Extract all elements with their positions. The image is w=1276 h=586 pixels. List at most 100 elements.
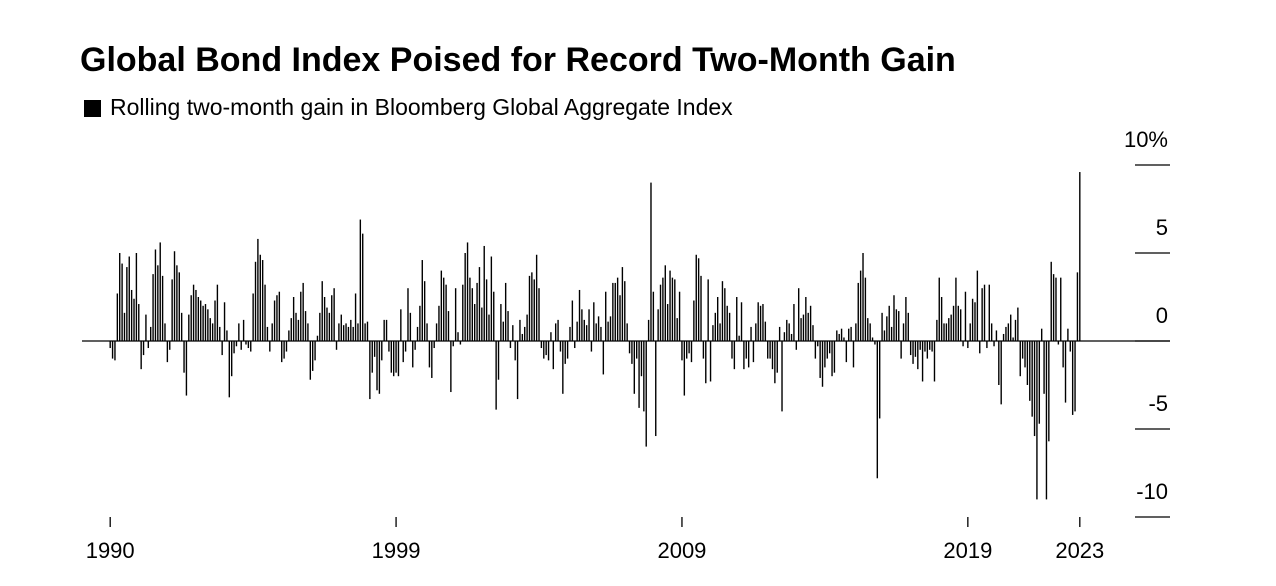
bar: [824, 341, 826, 368]
bar: [574, 341, 576, 349]
bar: [409, 312, 412, 341]
bar: [464, 253, 466, 341]
bar: [921, 341, 924, 382]
bar: [809, 305, 812, 341]
bar: [855, 323, 857, 341]
bar: [533, 279, 535, 341]
bar: [316, 335, 319, 341]
bar: [909, 341, 912, 356]
bar: [335, 341, 338, 350]
bar: [948, 318, 950, 341]
bar: [1036, 341, 1038, 500]
bar: [481, 307, 483, 341]
bar: [917, 341, 919, 370]
bar: [1062, 341, 1064, 368]
bar: [297, 319, 300, 341]
bar: [281, 341, 283, 363]
bar: [1045, 341, 1048, 500]
bar: [321, 281, 323, 341]
bar: [790, 333, 793, 341]
bar: [802, 314, 805, 341]
bar: [157, 265, 159, 341]
bar: [190, 295, 192, 341]
bar: [390, 341, 393, 373]
bar: [176, 265, 178, 341]
bar: [1024, 341, 1026, 368]
bar: [266, 326, 269, 341]
bar: [971, 298, 974, 341]
bar: [278, 291, 281, 341]
bar: [402, 341, 404, 363]
bar: [314, 341, 316, 361]
bar: [657, 309, 659, 341]
bar: [867, 318, 869, 341]
bar: [981, 288, 983, 341]
bar: [149, 326, 152, 341]
bar: [874, 341, 876, 345]
bar: [778, 326, 781, 341]
bar: [228, 341, 231, 398]
bar: [821, 341, 824, 387]
bar: [230, 341, 233, 377]
y-tick-label: 10%: [1124, 127, 1168, 152]
bar: [781, 341, 783, 412]
bar: [171, 279, 173, 341]
bar: [164, 323, 166, 341]
bar: [333, 288, 335, 341]
bar: [936, 319, 938, 341]
bar: [755, 323, 757, 341]
bar: [395, 341, 397, 373]
bar: [957, 305, 960, 341]
bar: [1007, 323, 1010, 341]
bar: [864, 277, 867, 341]
bar: [285, 341, 288, 352]
bar: [219, 326, 221, 341]
bar: [898, 311, 900, 341]
bar: [852, 341, 855, 368]
x-tick-label: 2019: [943, 538, 992, 563]
bar: [350, 319, 352, 341]
bar: [1010, 314, 1012, 341]
bar: [121, 263, 123, 341]
bar: [645, 341, 647, 447]
bar: [504, 282, 507, 341]
bar: [614, 282, 616, 341]
bar: [521, 333, 524, 341]
bar: [514, 341, 516, 361]
bar: [347, 326, 350, 341]
bar: [1000, 341, 1002, 405]
bar: [304, 311, 307, 341]
bar: [631, 341, 633, 364]
bar: [509, 341, 512, 349]
bar: [695, 254, 697, 341]
bar: [507, 311, 509, 341]
bar: [138, 304, 140, 341]
bar: [817, 341, 819, 347]
bar: [678, 291, 681, 341]
bar: [435, 323, 438, 341]
bar: [433, 341, 435, 349]
bar: [288, 330, 290, 341]
bar: [302, 282, 304, 341]
bar: [423, 281, 426, 341]
bar: [483, 245, 485, 341]
bar: [126, 267, 128, 341]
bar: [676, 318, 678, 341]
bar: [552, 341, 555, 370]
bar: [364, 323, 366, 341]
bar: [878, 341, 881, 419]
bar: [764, 321, 767, 341]
bar: [1069, 341, 1071, 352]
bar: [185, 341, 188, 396]
bar: [857, 282, 859, 341]
bar: [535, 254, 538, 341]
bar: [259, 254, 261, 341]
bar: [728, 312, 731, 341]
bar: [693, 300, 695, 341]
bar: [497, 341, 500, 380]
bar: [576, 321, 578, 341]
bar: [116, 293, 119, 341]
bar: [605, 291, 607, 341]
